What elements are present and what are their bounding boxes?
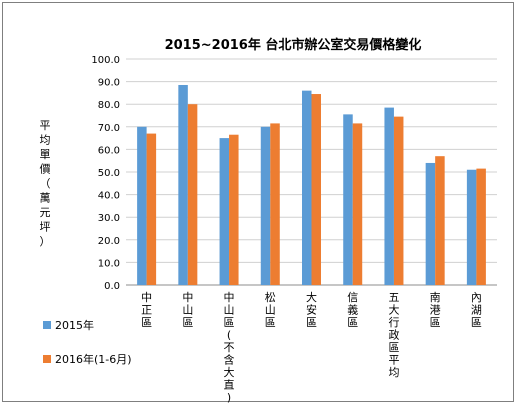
x-tick-label-char: ( bbox=[227, 329, 231, 342]
x-tick-label-char: 湖 bbox=[471, 304, 482, 317]
bar bbox=[146, 133, 157, 285]
x-tick-label-char: 中 bbox=[141, 291, 152, 304]
x-tick-label-char: 山 bbox=[224, 304, 235, 317]
bar bbox=[311, 94, 321, 285]
y-tick-label: 100.0 bbox=[91, 55, 120, 66]
bar bbox=[476, 168, 486, 285]
bar bbox=[187, 104, 198, 285]
bar bbox=[384, 107, 394, 285]
x-tick-label-char: 港 bbox=[430, 304, 441, 317]
x-tick-label-char: 大 bbox=[306, 290, 317, 304]
x-tick-label-char: 不 bbox=[224, 341, 235, 354]
bar bbox=[425, 162, 436, 285]
bar bbox=[352, 123, 363, 285]
y-axis-label-char: 元 bbox=[40, 206, 51, 219]
x-tick-label-char: 行 bbox=[388, 316, 399, 329]
bar bbox=[435, 156, 445, 285]
x-tick-label-char: 區 bbox=[224, 316, 235, 329]
x-tick-label-char: 區 bbox=[430, 316, 441, 329]
bar bbox=[260, 126, 271, 285]
x-tick-label-char: 中 bbox=[224, 291, 235, 304]
legend: 2015年 2016年(1-6月) bbox=[43, 318, 132, 366]
x-tick-label-char: 區 bbox=[347, 316, 358, 329]
x-tick-label-char: 直 bbox=[224, 378, 235, 392]
bar bbox=[137, 126, 147, 285]
y-axis-ticks: 0.0 10.0 20.0 30.0 40.0 50.0 60.0 70.0 80.0 90.0 1… bbox=[91, 55, 120, 292]
x-tick-label-char: 區 bbox=[141, 316, 152, 329]
y-axis-label-char: 坪 bbox=[40, 221, 51, 234]
legend-label: 2015年 bbox=[55, 318, 94, 332]
legend-swatch bbox=[43, 321, 51, 329]
y-axis-label-char: 單 bbox=[40, 148, 51, 161]
x-tick-label-char: 含 bbox=[224, 353, 235, 367]
x-tick-label-char: 山 bbox=[265, 304, 276, 317]
chart-title: 2015~2016年 台北市辦公室交易價格變化 bbox=[165, 37, 422, 53]
bar bbox=[466, 169, 477, 285]
y-tick-label: 0.0 bbox=[104, 281, 120, 292]
chart-frame: 2015~2016年 台北市辦公室交易價格變化 0.0 10.0 20.0 30.0 4… bbox=[2, 2, 514, 404]
bar bbox=[219, 138, 230, 285]
x-tick-label-char: 區 bbox=[265, 316, 276, 329]
chart-canvas: 2015~2016年 台北市辦公室交易價格變化 0.0 10.0 20.0 30.0 4… bbox=[40, 37, 497, 404]
x-tick-label-char: 義 bbox=[347, 303, 358, 317]
legend-swatch bbox=[43, 355, 51, 363]
y-tick-label: 40.0 bbox=[98, 191, 120, 202]
x-tick-label-char: 政 bbox=[388, 328, 399, 342]
y-tick-label: 20.0 bbox=[98, 236, 120, 247]
bar bbox=[229, 134, 239, 285]
y-tick-label: 70.0 bbox=[98, 123, 120, 134]
x-tick-label-char: 區 bbox=[388, 341, 399, 354]
y-tick-label: 10.0 bbox=[98, 258, 120, 269]
x-tick-label-char: 均 bbox=[388, 366, 399, 379]
bar bbox=[393, 116, 404, 285]
y-tick-label: 50.0 bbox=[98, 168, 120, 179]
x-tick-label-char: 安 bbox=[306, 303, 317, 317]
x-tick-label-char: 松 bbox=[265, 290, 276, 304]
bar bbox=[343, 114, 353, 286]
x-tick-label-char: ) bbox=[227, 391, 231, 403]
y-axis-label-char: 均 bbox=[40, 134, 51, 147]
x-tick-label-char: 南 bbox=[430, 291, 441, 304]
y-axis-label-char: 平 bbox=[40, 119, 51, 132]
x-tick-label-char: 區 bbox=[306, 316, 317, 329]
y-tick-label: 90.0 bbox=[98, 78, 120, 89]
y-axis-label-char: ） bbox=[40, 235, 51, 248]
x-tick-label-char: 內 bbox=[471, 291, 482, 304]
y-tick-label: 80.0 bbox=[98, 100, 120, 111]
legend-label: 2016年(1-6月) bbox=[55, 352, 132, 366]
bar bbox=[302, 90, 312, 285]
x-tick-label-char: 正 bbox=[141, 304, 152, 317]
x-tick-label-char: 山 bbox=[182, 304, 193, 317]
x-tick-label-char: 中 bbox=[182, 291, 193, 304]
bar bbox=[270, 123, 280, 285]
y-axis-label-char: （ bbox=[40, 177, 51, 190]
x-tick-label-char: 區 bbox=[471, 316, 482, 329]
bar bbox=[178, 84, 188, 286]
x-tick-label-char: 大 bbox=[388, 303, 399, 317]
x-tick-label-char: 大 bbox=[224, 365, 235, 379]
y-axis-label-char: 萬 bbox=[40, 192, 51, 205]
x-tick-label-char: 五 bbox=[388, 291, 399, 304]
y-tick-label: 30.0 bbox=[98, 213, 120, 224]
y-axis-label-char: 價 bbox=[40, 162, 51, 176]
bars bbox=[137, 84, 486, 286]
x-tick-label-char: 區 bbox=[182, 316, 193, 329]
x-tick-label-char: 平 bbox=[388, 354, 399, 367]
y-tick-label: 60.0 bbox=[98, 145, 120, 156]
x-tick-label-char: 信 bbox=[347, 291, 358, 304]
